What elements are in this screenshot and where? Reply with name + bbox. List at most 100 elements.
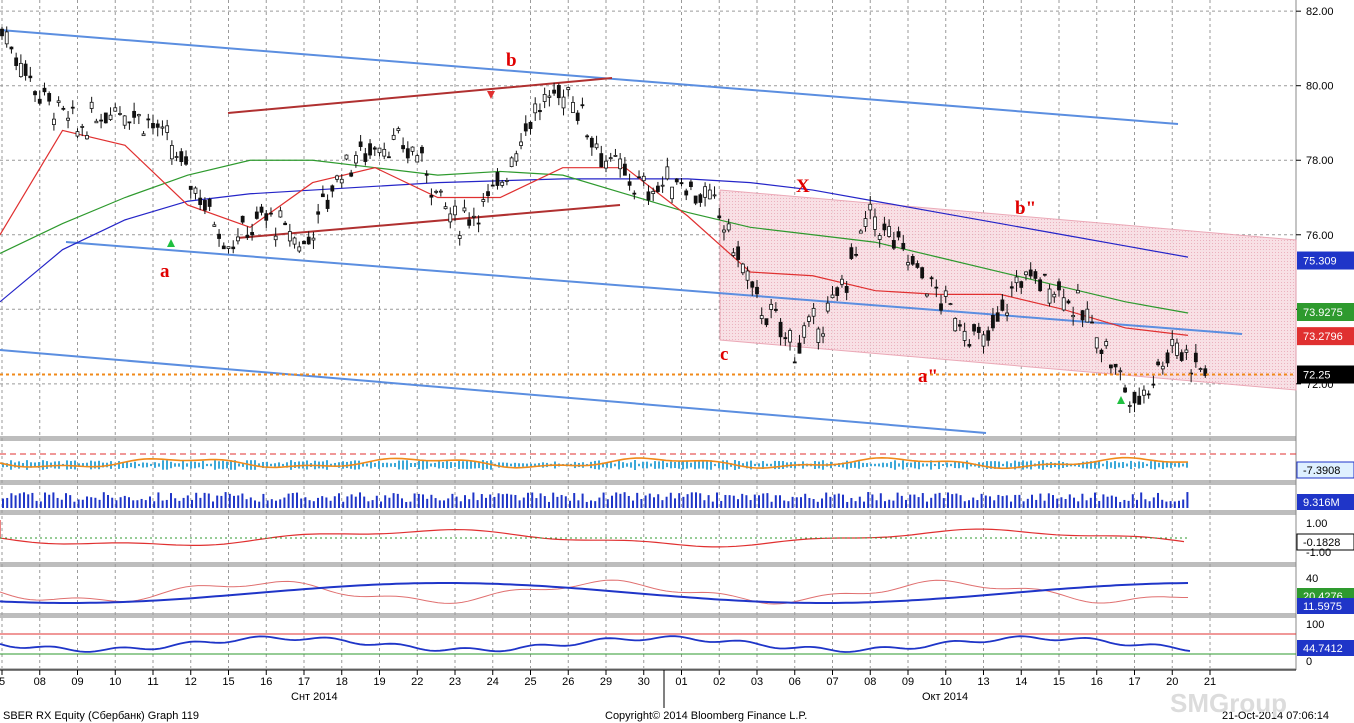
histogram-bar — [598, 460, 600, 470]
price-bar-body — [807, 316, 811, 322]
volume-bar — [1123, 499, 1126, 508]
volume-bar — [766, 493, 769, 508]
price-bar-body — [66, 117, 70, 121]
histogram-bar — [718, 461, 720, 469]
price-bar-body — [613, 155, 618, 157]
volume-bar — [909, 494, 912, 508]
price-bar-body — [37, 98, 42, 104]
histogram-bar — [722, 460, 724, 470]
price-bar-body — [250, 232, 254, 236]
price-bar-body — [495, 172, 500, 186]
indicator-2-line — [0, 520, 1185, 548]
price-bar-body — [608, 157, 613, 160]
indicator-panel-4 — [0, 633, 1296, 655]
histogram-bar — [886, 463, 888, 467]
volume-bar — [1110, 495, 1113, 508]
price-bar-body — [203, 200, 207, 211]
price-tick-label: 78.00 — [1306, 155, 1334, 167]
volume-bar — [1031, 494, 1033, 508]
price-tick-label: 76.00 — [1306, 230, 1334, 242]
price-bar-body — [500, 181, 505, 186]
volume-bar — [539, 493, 542, 508]
histogram-bar — [470, 461, 472, 469]
price-bar-body — [1024, 271, 1028, 276]
volume-bar — [858, 496, 861, 508]
histogram-bar — [474, 461, 476, 469]
price-bar-body — [401, 145, 405, 150]
histogram-bar — [410, 463, 412, 467]
price-bar-body — [825, 302, 830, 312]
price-bar-body — [320, 193, 325, 198]
price-bar-body — [113, 107, 118, 112]
histogram-bar — [102, 462, 104, 468]
price-bar-body — [547, 95, 552, 98]
volume-bar — [317, 497, 319, 508]
time-tick-label: 02 — [713, 676, 725, 688]
price-bar-body — [33, 91, 37, 96]
price-bar-body — [599, 153, 604, 168]
channel-lines — [0, 29, 1297, 434]
volume-bar — [812, 499, 815, 508]
wave-label-b2: b" — [1015, 198, 1036, 219]
volume-bar — [18, 493, 21, 508]
price-bar-body — [23, 63, 28, 76]
time-tick-label: 29 — [600, 676, 612, 688]
volume-bar — [1073, 497, 1075, 508]
histogram-bar — [774, 460, 776, 470]
volume-bar — [279, 499, 282, 508]
price-bar-body — [726, 223, 731, 231]
volume-bar — [65, 493, 67, 508]
histogram-bar — [870, 463, 872, 467]
price-bar-body — [991, 314, 995, 329]
histogram-bar — [1002, 463, 1004, 467]
volume-bar — [758, 495, 760, 508]
histogram-bar — [754, 463, 756, 467]
last-value-label: 72.25 — [1303, 370, 1331, 382]
price-bar-body — [1094, 337, 1099, 349]
price-bar-body — [670, 186, 674, 200]
volume-bar — [165, 499, 168, 508]
price-bar-body — [160, 126, 165, 129]
volume-bar — [791, 496, 794, 508]
price-bar-body — [641, 175, 646, 182]
price-bar-body — [509, 157, 514, 167]
histogram-bar — [958, 461, 960, 469]
timestamp-text: 21-Oct-2014 07:06:14 — [1222, 710, 1329, 722]
histogram-bar — [874, 463, 876, 467]
price-bar-body — [438, 190, 443, 193]
price-bar-body — [325, 199, 330, 209]
histogram-bar — [402, 460, 404, 470]
time-tick-label: 16 — [260, 676, 272, 688]
volume-bar — [636, 492, 639, 508]
volume-bar — [1157, 492, 1159, 508]
price-bar-body — [575, 112, 580, 121]
price-bar-body — [632, 192, 637, 195]
indicator-panel-1 — [0, 453, 1296, 470]
volume-bar — [287, 493, 290, 508]
price-bar-body — [1099, 349, 1104, 354]
histogram-bar — [126, 461, 128, 469]
price-bar-body — [1019, 281, 1024, 288]
last-value-label: 73.9275 — [1303, 307, 1343, 319]
volume-bar — [829, 496, 832, 508]
indicator-badge-label: 44.7412 — [1303, 643, 1343, 655]
price-bar-body — [9, 46, 14, 50]
volume-bar — [308, 500, 311, 508]
price-bar-body — [854, 253, 858, 256]
volume-bar — [842, 494, 844, 508]
histogram-bar — [94, 461, 96, 469]
indicator-badge-label: 9.316M — [1303, 497, 1340, 509]
indicator-badge — [1297, 494, 1354, 510]
price-bar-body — [1066, 300, 1071, 304]
histogram-bar — [246, 460, 248, 470]
ind3-tick-top: 40 — [1306, 573, 1318, 585]
volume-bar — [976, 500, 979, 508]
volume-bar — [905, 499, 907, 508]
price-bar-body — [830, 294, 835, 299]
price-bar-body — [882, 223, 887, 231]
price-bar-body — [816, 328, 821, 343]
histogram-bar — [678, 461, 680, 469]
histogram-bar — [82, 463, 84, 467]
time-axis: 5 08 09 10 11 12 15 16 17 18 19 22 23 24 25 26 29 30 01 02 0… — [0, 669, 1296, 708]
volume-bar — [707, 495, 710, 508]
